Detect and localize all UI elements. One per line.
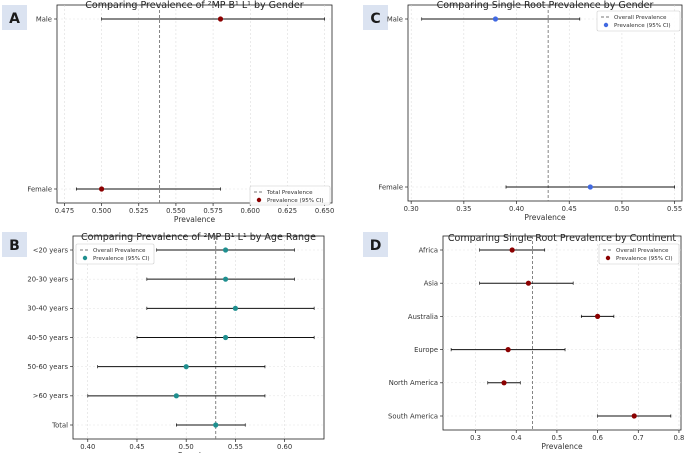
panel-d-asia-ytick-label: Asia [424,280,438,288]
panel-c-xtick-label-2: 0.40 [509,205,524,213]
panel-b-20-years-ytick-label: <20 years [33,246,69,254]
panel-a-xtick-label-0: 0.475 [55,207,74,215]
panel-a-xtick-label-2: 0.525 [129,207,148,215]
panel-b-badge: B [2,232,27,257]
svg-text:D: D [370,238,382,254]
panel-b-title: Comparing Prevalence of ²MP B¹ L¹ by Age… [81,232,316,243]
panel-d-asia-point [525,280,532,286]
panel-b-50-60-years-ytick-label: 50-60 years [27,363,68,371]
panel-d-africa-point [509,247,515,253]
panel-d-axes-frame [442,235,682,431]
panel-c-female-point [587,184,593,190]
panel-d-legend-series-swatch [605,255,611,261]
panel-b-chart: Comparing Prevalence of ²MP B¹ L¹ by Age… [27,232,325,453]
panel-b-legend-box [75,243,155,265]
panel-c-male-point [492,16,499,22]
panel-a-axes-frame [56,4,333,204]
panel-d-australia-point [594,313,601,319]
panel-a-male-point [217,16,224,22]
panel-b-20-30-years-point [222,276,229,282]
panel-a-xtick-label-4: 0.575 [203,207,222,215]
panel-d-australia-ytick-label: Australia [408,313,438,321]
panel-b-30-40-years-point [232,305,239,311]
panel-a-xtick-label-5: 0.600 [241,207,260,215]
panel-a-legend-box [249,185,331,206]
panel-a-xtick-label-1: 0.500 [92,207,111,215]
panel-c-legend-box [596,10,681,32]
panel-d-chart: Comparing Single Root Prevalence by Cont… [388,233,684,451]
panel-d-title: Comparing Single Root Prevalence by Cont… [448,233,676,244]
panel-d-badge: D [363,232,388,257]
panel-c-xtick-label-3: 0.45 [562,205,577,213]
panel-b-legend-series-swatch [82,255,88,261]
svg-text:A: A [9,11,20,27]
panel-b-60-years-ytick-label: >60 years [33,392,69,400]
panel-b-total-ytick-label: Total [51,421,68,429]
panel-b-60-years-point [173,393,179,399]
panel-b-30-40-years-ytick-label: 30-40 years [27,305,68,313]
panel-b-20-30-years-ytick-label: 20-30 years [27,276,68,284]
panel-d-south-america-ytick-label: South America [388,412,438,420]
panel-d-legend-reference-label: Overall Prevalence [616,248,669,254]
panel-d-north-america-ytick-label: North America [389,379,438,387]
panel-b-20-years-point [222,247,229,253]
panel-c-legend-reference-label: Overall Prevalence [614,15,667,21]
panel-d-xtick-label-1: 0.4 [511,434,522,442]
panel-b-xtick-label-1: 0.45 [129,443,144,451]
panel-c-xtick-label-4: 0.50 [614,205,629,213]
panel-d-xtick-label-2: 0.5 [552,434,563,442]
panel-d-xlabel: Prevalence [541,442,583,451]
panel-a-xtick-label-3: 0.550 [166,207,185,215]
panel-d-xtick-label-4: 0.7 [633,434,644,442]
panel-a-legend-reference-label: Total Prevalence [266,190,313,196]
panel-b-40-50-years-point [222,334,229,341]
panel-a-male-ytick-label: Male [36,15,52,23]
panel-c-axes-frame [407,4,683,202]
panel-c-legend-series-label: Prevalence (95% CI) [614,23,671,29]
panel-d-europe-point [505,347,511,353]
panel-a-xtick-label-6: 0.625 [278,207,297,215]
panel-d-europe-ytick-label: Europe [414,346,438,354]
panel-c-female-ytick-label: Female [378,183,403,191]
panel-a-legend-series-swatch [256,197,262,203]
panel-d-legend-box [598,243,680,265]
panel-b-xtick-label-0: 0.40 [80,443,95,451]
panel-c-xtick-label-0: 0.30 [404,205,419,213]
panel-c-xlabel: Prevalence [524,213,566,222]
panel-a-xtick-label-7: 0.650 [315,207,334,215]
panel-a-title: Comparing Prevalence of ²MP B¹ L¹ by Gen… [85,0,303,11]
panel-d-xtick-label-5: 0.8 [674,434,685,442]
panel-c-chart: Comparing Single Root Prevalence by Gend… [378,0,683,222]
panel-b-legend-series-label: Prevalence (95% CI) [93,256,150,262]
panel-a-badge: A [2,5,27,30]
panel-a-xlabel: Prevalence [174,215,216,224]
panel-b-50-60-years-point [183,364,189,370]
panel-d-legend-series-label: Prevalence (95% CI) [616,256,673,262]
panel-b-40-50-years-ytick-label: 40-50 years [27,334,68,342]
panel-c-male-ytick-label: Male [387,15,403,23]
panel-c-badge: C [363,5,388,30]
panel-d-africa-ytick-label: Africa [419,246,438,254]
panel-b-xlabel: Prevalence [178,451,220,453]
panel-a-female-ytick-label: Female [27,185,52,193]
panel-c-title: Comparing Single Root Prevalence by Gend… [437,0,654,11]
panel-c-legend-series-swatch [603,22,609,28]
panel-d-xtick-label-0: 0.3 [470,434,481,442]
panel-c-xtick-label-5: 0.55 [667,205,682,213]
panel-b-legend-reference-label: Overall Prevalence [93,248,146,254]
svg-text:C: C [370,11,380,27]
panel-b-total-point [213,422,219,428]
panel-b-xtick-label-3: 0.55 [228,443,243,451]
panel-b-xtick-label-2: 0.50 [179,443,194,451]
panel-a-female-point [98,186,105,192]
panel-c-xtick-label-1: 0.35 [456,205,471,213]
svg-text:B: B [9,238,20,254]
panel-a-legend-series-label: Prevalence (95% CI) [267,198,324,204]
panel-a-chart: Comparing Prevalence of ²MP B¹ L¹ by Gen… [27,0,334,224]
panel-d-north-america-point [501,380,507,386]
panel-d-south-america-point [631,413,637,419]
panel-b-xtick-label-4: 0.60 [277,443,292,451]
panel-d-xtick-label-3: 0.6 [592,434,603,442]
